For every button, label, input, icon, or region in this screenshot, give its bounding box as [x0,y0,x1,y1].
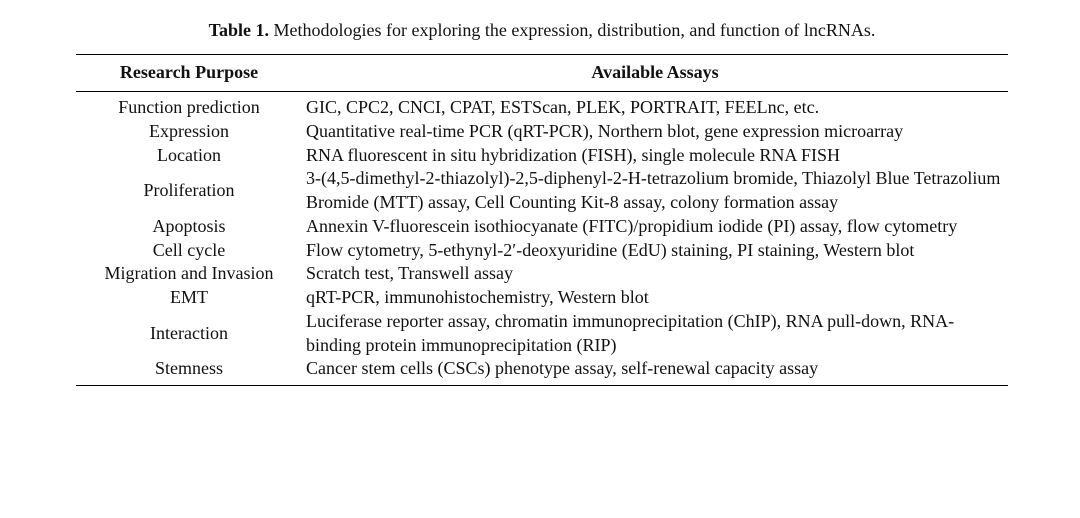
methodologies-table: Research Purpose Available Assays Functi… [76,54,1008,386]
cell-assay: qRT-PCR, immunohistochemistry, Western b… [302,286,1008,310]
cell-purpose: Function prediction [76,92,302,120]
cell-purpose: Migration and Invasion [76,262,302,286]
cell-purpose: Apoptosis [76,215,302,239]
table-row: Function prediction GIC, CPC2, CNCI, CPA… [76,92,1008,120]
table-row: Expression Quantitative real-time PCR (q… [76,120,1008,144]
cell-assay: Luciferase reporter assay, chromatin imm… [302,310,1008,358]
page: Table 1. Methodologies for exploring the… [0,0,1080,518]
cell-assay: Quantitative real-time PCR (qRT-PCR), No… [302,120,1008,144]
table-caption: Table 1. Methodologies for exploring the… [76,18,1008,42]
table-label: Table 1. [209,20,269,40]
cell-purpose: EMT [76,286,302,310]
cell-purpose: Location [76,144,302,168]
table-caption-text: Methodologies for exploring the expressi… [269,20,875,40]
cell-assay: 3-(4,5-dimethyl-2-thiazolyl)-2,5-dipheny… [302,167,1008,215]
cell-purpose: Stemness [76,357,302,385]
table-row: Stemness Cancer stem cells (CSCs) phenot… [76,357,1008,385]
table-row: Proliferation 3-(4,5-dimethyl-2-thiazoly… [76,167,1008,215]
table-row: EMT qRT-PCR, immunohistochemistry, Weste… [76,286,1008,310]
cell-assay: GIC, CPC2, CNCI, CPAT, ESTScan, PLEK, PO… [302,92,1008,120]
table-row: Cell cycle Flow cytometry, 5-ethynyl-2′-… [76,239,1008,263]
cell-purpose: Proliferation [76,167,302,215]
cell-assay: Annexin V-fluorescein isothiocyanate (FI… [302,215,1008,239]
table-row: Apoptosis Annexin V-fluorescein isothioc… [76,215,1008,239]
cell-assay: Flow cytometry, 5-ethynyl-2′-deoxyuridin… [302,239,1008,263]
table-row: Location RNA fluorescent in situ hybridi… [76,144,1008,168]
header-research-purpose: Research Purpose [76,55,302,92]
cell-assay: RNA fluorescent in situ hybridization (F… [302,144,1008,168]
cell-assay: Cancer stem cells (CSCs) phenotype assay… [302,357,1008,385]
cell-purpose: Expression [76,120,302,144]
cell-purpose: Cell cycle [76,239,302,263]
table-header-row: Research Purpose Available Assays [76,55,1008,92]
header-available-assays: Available Assays [302,55,1008,92]
cell-purpose: Interaction [76,310,302,358]
cell-assay: Scratch test, Transwell assay [302,262,1008,286]
table-row: Interaction Luciferase reporter assay, c… [76,310,1008,358]
table-row: Migration and Invasion Scratch test, Tra… [76,262,1008,286]
